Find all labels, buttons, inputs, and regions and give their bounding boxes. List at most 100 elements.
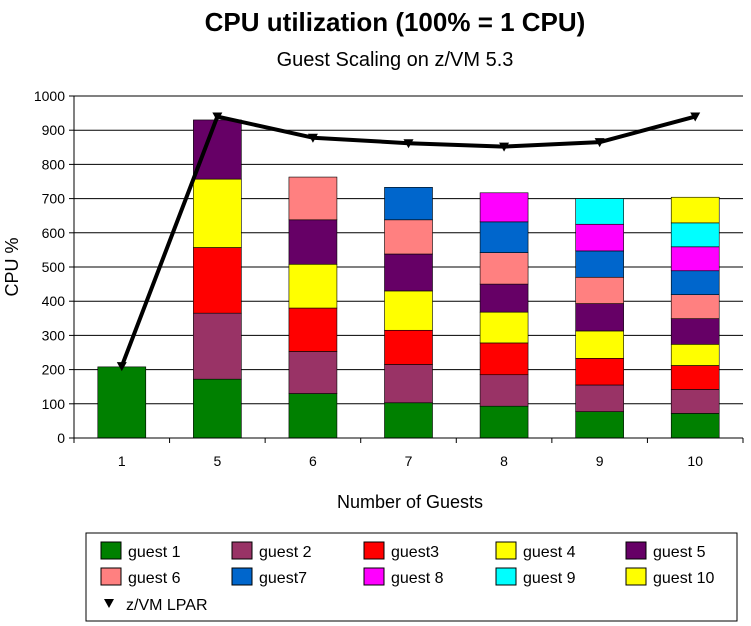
y-tick-label: 1000 bbox=[34, 88, 65, 104]
chart-title: CPU utilization (100% = 1 CPU) bbox=[205, 7, 586, 37]
legend-swatch bbox=[495, 541, 517, 560]
bar-segment bbox=[384, 329, 433, 365]
bar-segment bbox=[193, 247, 242, 314]
legend-label: guest3 bbox=[391, 544, 439, 561]
bars bbox=[97, 119, 720, 439]
y-tick-label: 500 bbox=[42, 259, 66, 275]
bar-segment bbox=[193, 178, 242, 248]
bar-segment bbox=[670, 318, 720, 345]
bar-segment bbox=[384, 187, 433, 221]
bar-segment bbox=[575, 250, 624, 278]
zvm-lpar-point bbox=[594, 138, 605, 148]
x-tick-label: 9 bbox=[596, 453, 604, 469]
legend-label: z/VM LPAR bbox=[126, 597, 208, 614]
bar-segment bbox=[670, 343, 720, 366]
y-tick-labels: 0 100 200 300 400 500 600 700 800 900 1000 bbox=[34, 88, 74, 446]
legend-swatch bbox=[625, 567, 647, 586]
y-tick-label: 600 bbox=[42, 225, 66, 241]
bar-segment bbox=[193, 312, 242, 380]
zvm-lpar-point bbox=[307, 133, 318, 143]
bar-segment bbox=[670, 222, 720, 248]
x-tick-label: 5 bbox=[213, 453, 221, 469]
bar-segment bbox=[384, 219, 433, 255]
x-tick-label: 7 bbox=[405, 453, 413, 469]
legend-label: guest 2 bbox=[259, 544, 312, 561]
bar-segment bbox=[670, 196, 720, 224]
x-axis-label: Number of Guests bbox=[337, 492, 483, 512]
bar-segment bbox=[670, 389, 720, 414]
legend-swatch bbox=[231, 541, 253, 560]
bar-segment bbox=[575, 358, 624, 386]
bar-segment bbox=[575, 276, 624, 304]
bar-segment bbox=[384, 290, 433, 331]
bar-segment bbox=[479, 405, 529, 439]
y-axis-label: CPU % bbox=[2, 237, 22, 296]
zvm-lpar-point bbox=[690, 112, 701, 122]
chart-subtitle: Guest Scaling on z/VM 5.3 bbox=[277, 49, 514, 71]
bar-segment bbox=[670, 270, 720, 296]
legend-swatch bbox=[363, 567, 385, 586]
bar-segment bbox=[575, 198, 624, 225]
bar-segment bbox=[384, 364, 433, 404]
bar-segment bbox=[479, 192, 529, 223]
y-tick-label: 700 bbox=[42, 191, 66, 207]
bar-segment bbox=[575, 384, 624, 412]
legend-swatch bbox=[625, 541, 647, 560]
legend-swatch bbox=[231, 567, 253, 586]
y-tick-label: 800 bbox=[42, 156, 66, 172]
legend-swatch bbox=[100, 567, 122, 586]
bar-segment bbox=[479, 283, 529, 313]
legend-label: guest 10 bbox=[653, 570, 714, 587]
legend-items: guest 1 guest 2 guest3 guest 4 guest 5 guest … bbox=[100, 541, 714, 614]
legend: guest 1 guest 2 guest3 guest 4 guest 5 guest … bbox=[85, 532, 738, 622]
bar-segment bbox=[479, 252, 529, 285]
bar-segment bbox=[479, 311, 529, 344]
bar-segment bbox=[575, 330, 624, 359]
bar-segment bbox=[288, 307, 338, 352]
legend-label: guest 1 bbox=[128, 544, 181, 561]
bar-segment bbox=[288, 219, 338, 265]
y-tick-label: 0 bbox=[57, 430, 65, 446]
x-tick-labels: 1 5 6 7 8 9 10 bbox=[73, 438, 744, 469]
bar-segment bbox=[670, 246, 720, 272]
x-tick-label: 8 bbox=[500, 453, 508, 469]
x-tick-label: 6 bbox=[309, 453, 317, 469]
legend-label: guest 9 bbox=[523, 570, 576, 587]
bar-segment bbox=[97, 366, 147, 439]
bar-segment bbox=[288, 263, 338, 309]
bar-segment bbox=[384, 402, 433, 439]
legend-swatch bbox=[495, 567, 517, 586]
zvm-lpar-point bbox=[116, 362, 127, 372]
legend-swatch bbox=[363, 541, 385, 560]
x-tick-label: 10 bbox=[687, 453, 703, 469]
bar-segment bbox=[670, 294, 720, 319]
zvm-lpar-point bbox=[212, 112, 223, 122]
bar-segment bbox=[288, 351, 338, 394]
zvm-lpar-line bbox=[116, 112, 701, 372]
legend-marker bbox=[104, 599, 114, 608]
legend-swatch bbox=[100, 541, 122, 560]
bar-segment bbox=[479, 374, 529, 407]
bar-segment bbox=[575, 223, 624, 252]
bar-segment bbox=[288, 176, 338, 221]
bar-segment bbox=[670, 413, 720, 439]
y-tick-label: 400 bbox=[42, 293, 66, 309]
bar-segment bbox=[193, 119, 242, 180]
zvm-lpar-point bbox=[403, 139, 414, 149]
y-tick-label: 900 bbox=[42, 122, 66, 138]
bar-segment bbox=[288, 393, 338, 439]
bar-segment bbox=[384, 253, 433, 292]
legend-label: guest 5 bbox=[653, 544, 706, 561]
bar-segment bbox=[575, 411, 624, 439]
x-tick-label: 1 bbox=[118, 453, 126, 469]
zvm-lpar-point bbox=[499, 142, 510, 152]
bar-segment bbox=[193, 378, 242, 439]
legend-label: guest 6 bbox=[128, 570, 181, 587]
legend-label: guest7 bbox=[259, 570, 307, 587]
bar-segment bbox=[479, 221, 529, 253]
bar-segment bbox=[575, 303, 624, 332]
y-tick-label: 200 bbox=[42, 362, 66, 378]
legend-label: guest 4 bbox=[523, 544, 576, 561]
bar-segment bbox=[479, 342, 529, 376]
